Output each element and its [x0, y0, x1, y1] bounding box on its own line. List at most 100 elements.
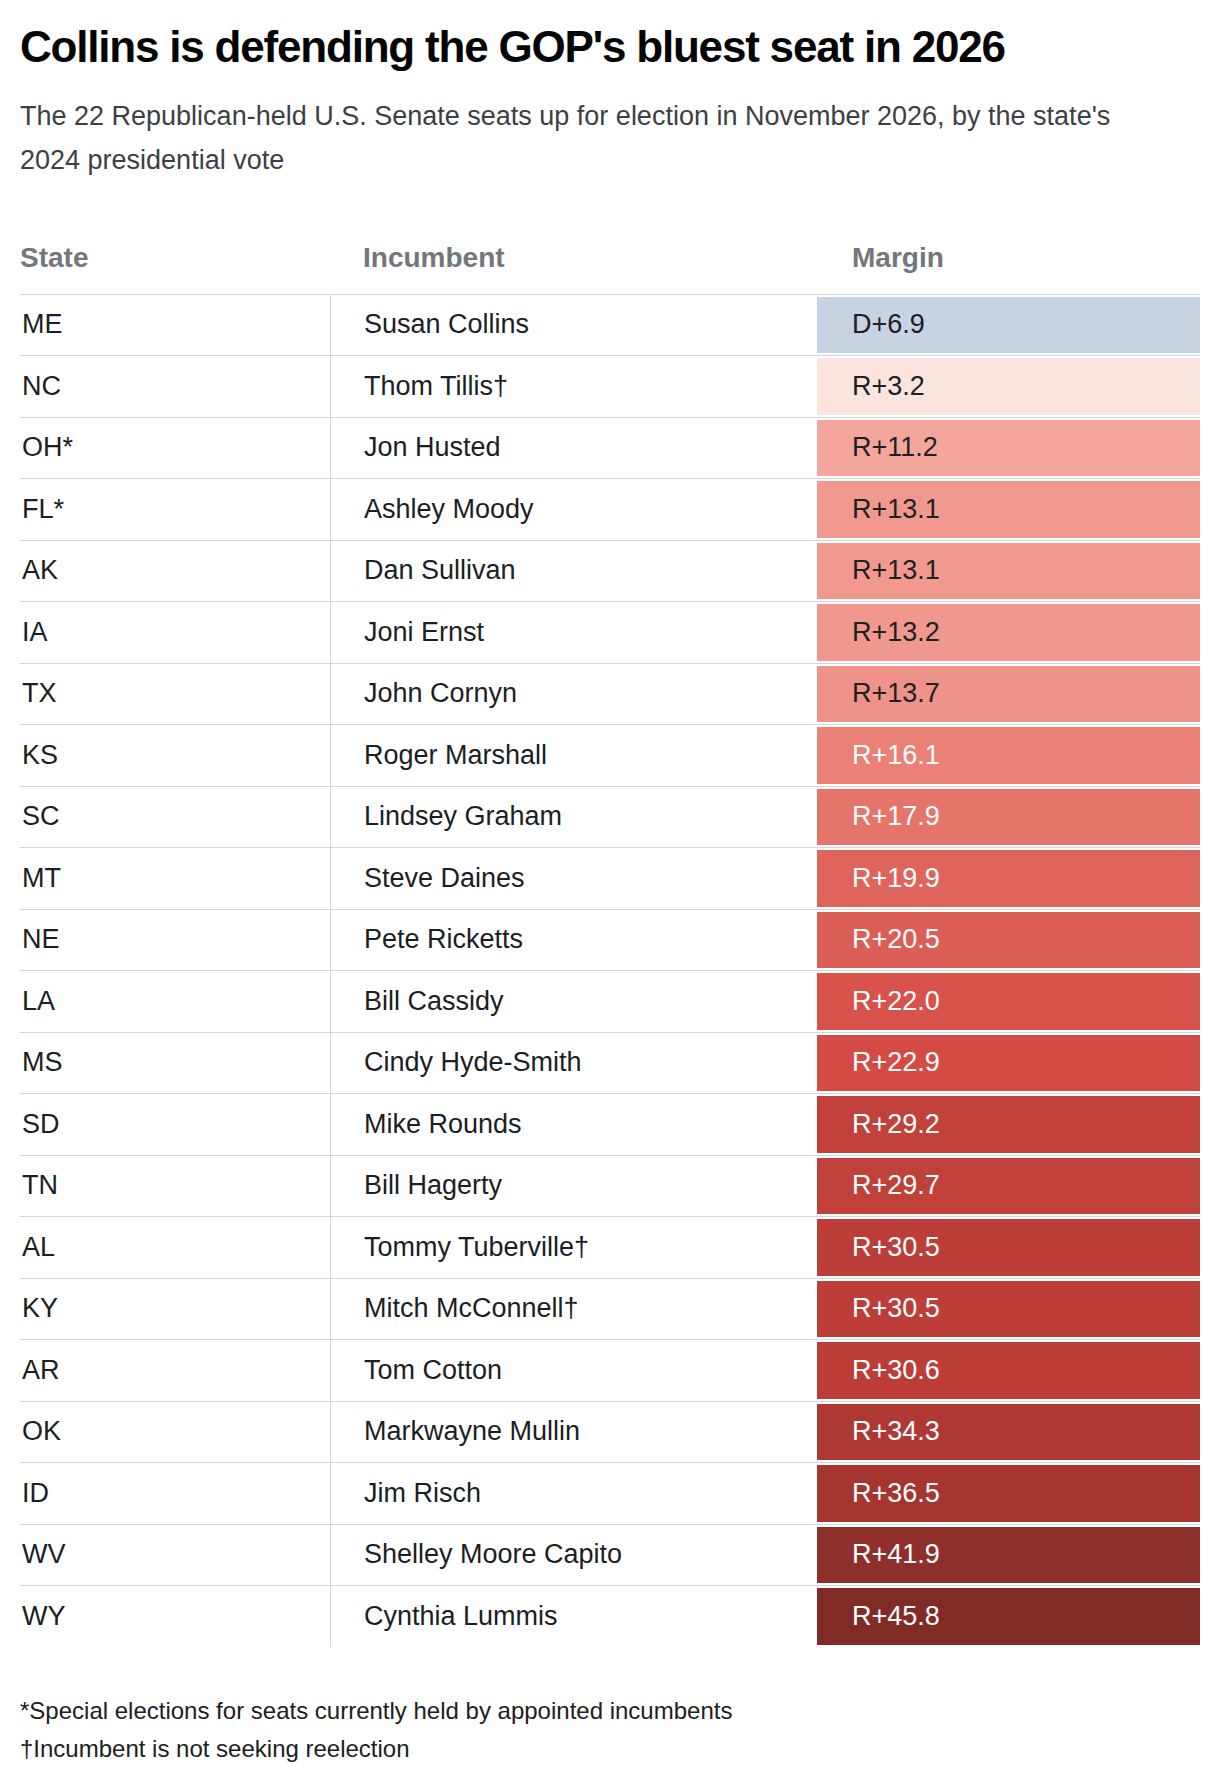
state-cell: FL* — [20, 479, 330, 540]
incumbent-cell: Shelley Moore Capito — [330, 1525, 817, 1586]
margin-cell: R+45.8 — [817, 1586, 1200, 1647]
state-cell: AL — [20, 1217, 330, 1278]
margin-value: R+45.8 — [852, 1601, 940, 1632]
state-cell: AR — [20, 1340, 330, 1401]
column-header-incumbent: Incumbent — [330, 241, 817, 275]
margin-color-swatch: R+13.2 — [817, 604, 1200, 661]
margin-cell: D+6.9 — [817, 295, 1200, 356]
margin-cell: R+30.5 — [817, 1279, 1200, 1340]
table-row: AR Tom Cotton R+30.6 — [20, 1339, 1200, 1401]
incumbent-cell: Tom Cotton — [330, 1340, 817, 1401]
footnote-special-elections: *Special elections for seats currently h… — [20, 1692, 1200, 1730]
margin-color-swatch: R+34.3 — [817, 1404, 1200, 1461]
footnotes: *Special elections for seats currently h… — [20, 1692, 1200, 1768]
incumbent-cell: Susan Collins — [330, 295, 817, 356]
margin-cell: R+19.9 — [817, 848, 1200, 909]
margin-cell: R+13.1 — [817, 479, 1200, 540]
margin-value: R+17.9 — [852, 801, 940, 832]
margin-color-swatch: R+13.1 — [817, 481, 1200, 538]
state-cell: TX — [20, 664, 330, 725]
margin-value: R+30.5 — [852, 1232, 940, 1263]
table-row: IA Joni Ernst R+13.2 — [20, 601, 1200, 663]
margin-color-swatch: R+13.7 — [817, 666, 1200, 723]
incumbent-cell: Steve Daines — [330, 848, 817, 909]
incumbent-cell: Jim Risch — [330, 1463, 817, 1524]
margin-cell: R+16.1 — [817, 725, 1200, 786]
margin-value: R+30.5 — [852, 1293, 940, 1324]
margin-value: R+13.7 — [852, 678, 940, 709]
margin-cell: R+22.9 — [817, 1033, 1200, 1094]
margin-cell: R+34.3 — [817, 1402, 1200, 1463]
margin-color-swatch: R+19.9 — [817, 850, 1200, 907]
margin-cell: R+30.5 — [817, 1217, 1200, 1278]
footnote-not-seeking-reelection: †Incumbent is not seeking reelection — [20, 1730, 1200, 1768]
table-row: NC Thom Tillis† R+3.2 — [20, 355, 1200, 417]
table-row: SD Mike Rounds R+29.2 — [20, 1093, 1200, 1155]
table-row: OH* Jon Husted R+11.2 — [20, 417, 1200, 479]
table-row: ME Susan Collins D+6.9 — [20, 294, 1200, 356]
margin-cell: R+13.2 — [817, 602, 1200, 663]
margin-value: D+6.9 — [852, 309, 925, 340]
state-cell: LA — [20, 971, 330, 1032]
state-cell: ID — [20, 1463, 330, 1524]
margin-value: R+41.9 — [852, 1539, 940, 1570]
page-title: Collins is defending the GOP's bluest se… — [20, 22, 1200, 71]
state-cell: OK — [20, 1402, 330, 1463]
table-row: NE Pete Ricketts R+20.5 — [20, 909, 1200, 971]
table-row: KY Mitch McConnell† R+30.5 — [20, 1278, 1200, 1340]
margin-color-swatch: D+6.9 — [817, 297, 1200, 354]
state-cell: KY — [20, 1279, 330, 1340]
margin-color-swatch: R+17.9 — [817, 789, 1200, 846]
state-cell: SC — [20, 787, 330, 848]
margin-cell: R+36.5 — [817, 1463, 1200, 1524]
margin-value: R+13.1 — [852, 555, 940, 586]
incumbent-cell: Mike Rounds — [330, 1094, 817, 1155]
margin-color-swatch: R+22.9 — [817, 1035, 1200, 1092]
margin-cell: R+30.6 — [817, 1340, 1200, 1401]
margin-color-swatch: R+22.0 — [817, 973, 1200, 1030]
table-row: TN Bill Hagerty R+29.7 — [20, 1155, 1200, 1217]
margin-cell: R+13.1 — [817, 541, 1200, 602]
margin-color-swatch: R+20.5 — [817, 912, 1200, 969]
state-cell: WV — [20, 1525, 330, 1586]
margin-value: R+22.9 — [852, 1047, 940, 1078]
incumbent-cell: Lindsey Graham — [330, 787, 817, 848]
incumbent-cell: Tommy Tuberville† — [330, 1217, 817, 1278]
margin-cell: R+29.7 — [817, 1156, 1200, 1217]
margin-color-swatch: R+13.1 — [817, 543, 1200, 600]
margin-value: R+29.2 — [852, 1109, 940, 1140]
margin-cell: R+29.2 — [817, 1094, 1200, 1155]
margin-value: R+36.5 — [852, 1478, 940, 1509]
incumbent-cell: Joni Ernst — [330, 602, 817, 663]
margin-color-swatch: R+3.2 — [817, 358, 1200, 415]
incumbent-cell: Bill Hagerty — [330, 1156, 817, 1217]
incumbent-cell: Thom Tillis† — [330, 356, 817, 417]
margin-value: R+16.1 — [852, 740, 940, 771]
table-row: SC Lindsey Graham R+17.9 — [20, 786, 1200, 848]
margin-value: R+19.9 — [852, 863, 940, 894]
margin-cell: R+41.9 — [817, 1525, 1200, 1586]
chart-card: Collins is defending the GOP's bluest se… — [0, 0, 1220, 1784]
margin-cell: R+13.7 — [817, 664, 1200, 725]
table-row: WY Cynthia Lummis R+45.8 — [20, 1585, 1200, 1647]
margin-color-swatch: R+36.5 — [817, 1465, 1200, 1522]
margin-cell: R+11.2 — [817, 418, 1200, 479]
incumbent-cell: John Cornyn — [330, 664, 817, 725]
margin-value: R+11.2 — [852, 432, 938, 463]
table-header-row: State Incumbent Margin — [20, 241, 1200, 275]
state-cell: WY — [20, 1586, 330, 1647]
incumbent-cell: Roger Marshall — [330, 725, 817, 786]
state-cell: KS — [20, 725, 330, 786]
table-row: FL* Ashley Moody R+13.1 — [20, 478, 1200, 540]
margin-value: R+3.2 — [852, 371, 925, 402]
state-cell: NC — [20, 356, 330, 417]
incumbent-cell: Cindy Hyde-Smith — [330, 1033, 817, 1094]
table-row: ID Jim Risch R+36.5 — [20, 1462, 1200, 1524]
margin-value: R+20.5 — [852, 924, 940, 955]
margin-cell: R+3.2 — [817, 356, 1200, 417]
margin-color-swatch: R+16.1 — [817, 727, 1200, 784]
state-cell: AK — [20, 541, 330, 602]
incumbent-cell: Dan Sullivan — [330, 541, 817, 602]
incumbent-cell: Pete Ricketts — [330, 910, 817, 971]
table-row: MS Cindy Hyde-Smith R+22.9 — [20, 1032, 1200, 1094]
